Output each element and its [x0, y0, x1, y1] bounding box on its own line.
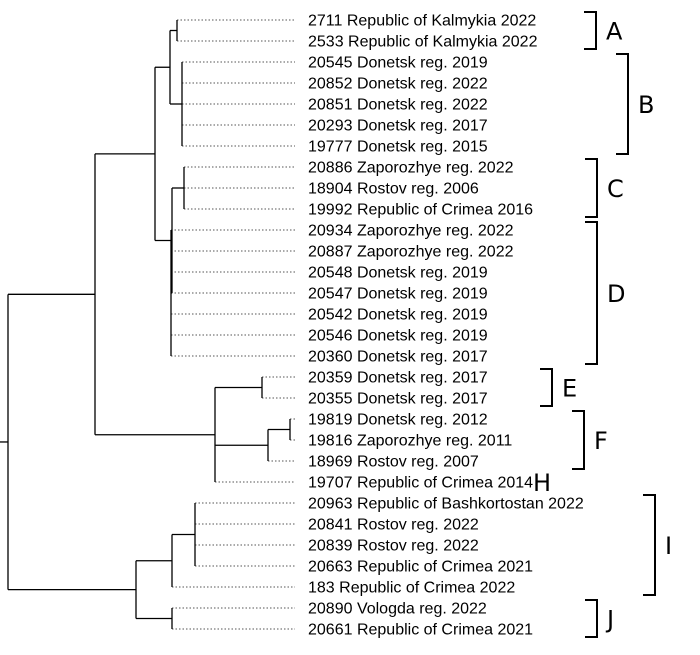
leaf-label: 2533 Republic of Kalmykia 2022: [308, 34, 538, 51]
leaf-label: 20545 Donetsk reg. 2019: [308, 55, 488, 72]
group-brackets: A B C D EF H I J: [533, 11, 672, 638]
leaf-label: 18904 Rostov reg. 2006: [308, 181, 479, 198]
leaf-label: 20359 Donetsk reg. 2017: [308, 370, 488, 387]
leaf-label: 18969 Rostov reg. 2007: [308, 454, 479, 471]
leaf-label: 19777 Donetsk reg. 2015: [308, 139, 488, 156]
leaf-label: 20852 Donetsk reg. 2022: [308, 76, 488, 93]
group-bracket-j: [585, 599, 598, 638]
group-letter-d: D: [607, 280, 625, 308]
leaf-label: 19816 Zaporozhye reg. 2011: [308, 433, 512, 450]
group-letter-h: H: [533, 469, 551, 497]
group-letter-f: F: [594, 427, 608, 455]
leaf-label: 20841 Rostov reg. 2022: [308, 517, 479, 534]
leaf-label: 20360 Donetsk reg. 2017: [308, 349, 488, 366]
leaf-label: 20934 Zaporozhye reg. 2022: [308, 223, 514, 240]
group-bracket-f: [572, 410, 585, 470]
leaf-label: 20548 Donetsk reg. 2019: [308, 265, 488, 282]
leaf-label: 183 Republic of Crimea 2022: [308, 580, 515, 597]
leaf-label: 20355 Donetsk reg. 2017: [308, 391, 488, 408]
tree-branches: [0, 19, 295, 630]
leaf-label: 20542 Donetsk reg. 2019: [308, 307, 488, 324]
group-bracket-b: [616, 53, 629, 155]
leaf-labels: 2711 Republic of Kalmykia 2022 2533 Repub…: [308, 13, 584, 639]
leaf-label: 19707 Republic of Crimea 2014: [308, 475, 533, 492]
group-letter-j: J: [605, 606, 614, 634]
leaf-label: 20661 Republic of Crimea 2021: [308, 622, 533, 639]
leaf-label: 20546 Donetsk reg. 2019: [308, 328, 488, 345]
group-letter-i: I: [665, 532, 672, 560]
group-bracket-a: [584, 11, 597, 50]
leaf-label: 20839 Rostov reg. 2022: [308, 538, 479, 555]
leaf-label: 20293 Donetsk reg. 2017: [308, 118, 488, 135]
group-bracket-c: [585, 158, 598, 218]
leaf-label: 20887 Zaporozhye reg. 2022: [308, 244, 514, 261]
leaf-label: 2711 Republic of Kalmykia 2022: [308, 13, 536, 30]
group-letter-a: A: [606, 18, 623, 46]
group-letter-e: E: [562, 375, 577, 403]
leaf-label: 20663 Republic of Crimea 2021: [308, 559, 533, 576]
leaf-label: 20547 Donetsk reg. 2019: [308, 286, 488, 303]
leaf-label: 20886 Zaporozhye reg. 2022: [308, 160, 514, 177]
group-bracket-e: [540, 368, 553, 407]
group-bracket-d: [585, 221, 598, 365]
group-letter-b: B: [638, 91, 654, 119]
group-letter-c: C: [607, 175, 624, 203]
leaf-label: 20890 Vologda reg. 2022: [308, 601, 487, 618]
leaf-label: 19819 Donetsk reg. 2012: [308, 412, 488, 429]
leaf-label: 20851 Donetsk reg. 2022: [308, 97, 488, 114]
leaf-label: 19992 Republic of Crimea 2016: [308, 202, 533, 219]
group-bracket-i: [643, 494, 656, 596]
leaf-label: 20963 Republic of Bashkortostan 2022: [308, 496, 584, 513]
